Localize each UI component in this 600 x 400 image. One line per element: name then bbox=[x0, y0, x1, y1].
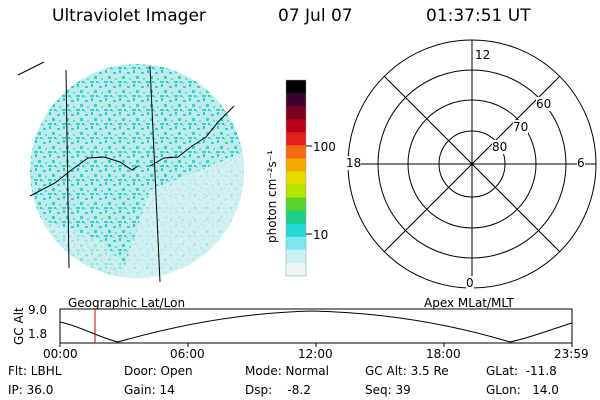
info-seq: Seq: 39 bbox=[365, 383, 411, 397]
altitude-curve bbox=[59, 310, 573, 343]
colorbar-tick-10: 10 bbox=[313, 228, 329, 242]
colorbar-cell bbox=[286, 80, 306, 94]
colorbar-cell bbox=[286, 184, 306, 199]
geo-grid-overlay bbox=[17, 61, 235, 283]
mlt-label-top: 12 bbox=[475, 48, 491, 62]
info-mode: Mode: Normal bbox=[245, 364, 329, 378]
info-glon: GLon: 14.0 bbox=[486, 383, 559, 397]
colorbar-cell bbox=[286, 119, 306, 133]
lat-label-80: 80 bbox=[492, 140, 508, 154]
info-gain: Gain: 14 bbox=[124, 383, 175, 397]
colorbar-cell bbox=[286, 158, 306, 172]
lat-label-70: 70 bbox=[513, 120, 529, 134]
date-label: 07 Jul 07 bbox=[278, 6, 353, 26]
colorbar-gradient bbox=[286, 80, 306, 277]
mlt-label-bottom: 0 bbox=[466, 276, 474, 290]
lat-label-60: 60 bbox=[536, 97, 552, 111]
timeline-axis-title: GC Alt bbox=[12, 307, 26, 345]
time-label: 01:37:51 UT bbox=[426, 6, 531, 26]
colorbar-cell bbox=[286, 132, 306, 146]
colorbar-cell bbox=[286, 93, 306, 107]
info-door: Door: Open bbox=[124, 364, 193, 378]
info-ip: IP: 36.0 bbox=[8, 383, 54, 397]
timeline-left-label: Geographic Lat/Lon bbox=[68, 296, 186, 310]
info-glat: GLat: -11.8 bbox=[486, 364, 557, 378]
colorbar-cell bbox=[286, 145, 306, 159]
timeline-right-label: Apex MLat/MLT bbox=[424, 296, 514, 310]
timeline-xtick-0: 00:00 bbox=[43, 347, 78, 361]
colorbar-cell bbox=[286, 223, 306, 238]
timeline-ytick-1.8: 1.8 bbox=[28, 327, 48, 341]
colorbar-cell bbox=[286, 197, 306, 212]
info-filter: Flt: LBHL bbox=[8, 364, 62, 378]
info-gc-alt: GC Alt: 3.5 Re bbox=[365, 364, 449, 378]
timeline-xtick-2: 12:00 bbox=[298, 347, 333, 361]
colorbar-tick-100: 100 bbox=[313, 140, 336, 154]
colorbar-cell bbox=[286, 171, 306, 186]
timeline-ytick-9: 9.0 bbox=[28, 303, 48, 317]
info-dsp: Dsp: -8.2 bbox=[245, 383, 311, 397]
colorbar-cell bbox=[286, 236, 306, 251]
instrument-title: Ultraviolet Imager bbox=[52, 6, 206, 26]
timeline-xtick-3: 18:00 bbox=[426, 347, 461, 361]
colorbar-cell bbox=[286, 262, 306, 277]
mlt-label-right: 6 bbox=[577, 156, 585, 170]
polar-diagonal-2 bbox=[383, 75, 561, 253]
colorbar-cell bbox=[286, 106, 306, 120]
timeline-xtick-1: 06:00 bbox=[170, 347, 205, 361]
timeline-xtick-4: 23:59 bbox=[554, 347, 589, 361]
colorbar-cell bbox=[286, 210, 306, 225]
colorbar-cell bbox=[286, 249, 306, 264]
mlt-label-left: 18 bbox=[346, 156, 362, 170]
